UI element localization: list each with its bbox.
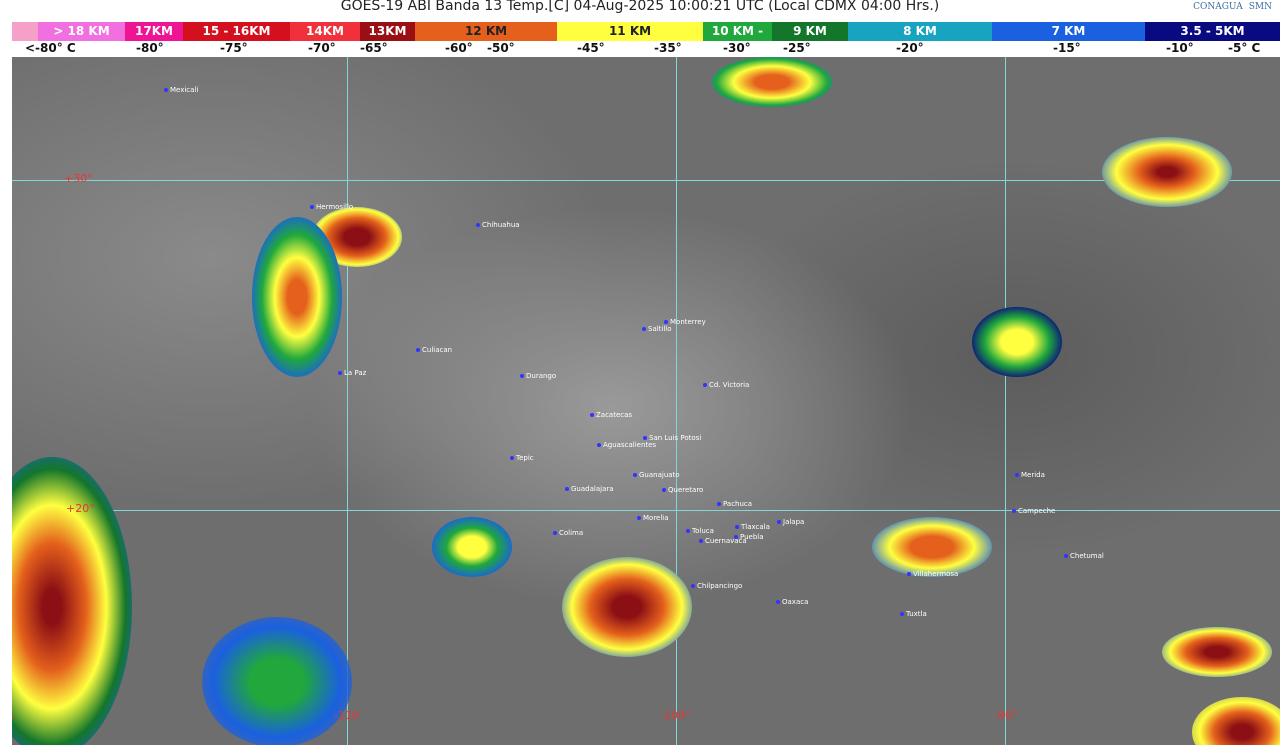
legend-band: 10 KM -	[703, 22, 772, 41]
storm-cell	[872, 517, 992, 577]
city-label: Oaxaca	[776, 598, 808, 606]
city-label: Guanajuato	[633, 471, 680, 479]
storm-cell	[202, 617, 352, 745]
lon-label: -100°	[660, 709, 691, 722]
legend-temp: -25°	[783, 41, 811, 55]
city-label: San Luis Potosi	[643, 434, 701, 442]
legend-temp: -20°	[896, 41, 924, 55]
city-label: Monterrey	[664, 318, 706, 326]
legend-band: 11 KM	[557, 22, 703, 41]
city-label: Tlaxcala	[735, 523, 770, 531]
city-label: Jalapa	[777, 518, 804, 526]
storm-cell	[712, 57, 832, 107]
smn-logo: SMN	[1248, 2, 1272, 12]
legend-temp: -60°	[445, 41, 473, 55]
city-label: Colima	[553, 529, 583, 537]
longitude-line	[347, 57, 348, 745]
latitude-line	[12, 180, 1280, 181]
storm-cell	[972, 307, 1062, 377]
legend-band: 8 KM	[848, 22, 992, 41]
legend-band	[12, 22, 38, 41]
city-label: Merida	[1015, 471, 1045, 479]
city-label: Cuernavaca	[699, 537, 747, 545]
legend-temp: -70°	[308, 41, 336, 55]
legend-band: 3.5 - 5KM	[1145, 22, 1280, 41]
city-label: Tepic	[510, 454, 534, 462]
city-label: Morelia	[637, 514, 669, 522]
legend-band: 12 KM	[415, 22, 557, 41]
city-label: La Paz	[338, 369, 366, 377]
storm-cell	[1192, 697, 1280, 745]
legend-temp: <-80° C	[25, 41, 76, 55]
latitude-line	[12, 510, 1280, 511]
longitude-line	[1005, 57, 1006, 745]
city-label: Tuxtla	[900, 610, 927, 618]
storm-cell	[562, 557, 692, 657]
storm-cell	[252, 217, 342, 377]
longitude-line	[676, 57, 677, 745]
city-label: Queretaro	[662, 486, 703, 494]
city-label: Toluca	[686, 527, 714, 535]
city-label: Chetumal	[1064, 552, 1104, 560]
legend-temp: -50°	[487, 41, 515, 55]
legend-band: 17KM	[125, 22, 183, 41]
city-label: Mexicali	[164, 86, 198, 94]
legend-band: 7 KM	[992, 22, 1145, 41]
legend-band: 15 - 16KM	[183, 22, 290, 41]
legend-temp: -5° C	[1228, 41, 1261, 55]
legend-temp: -80°	[136, 41, 164, 55]
city-label: Campeche	[1012, 507, 1055, 515]
city-label: Culiacan	[416, 346, 452, 354]
storm-cell	[432, 517, 512, 577]
city-label: Guadalajara	[565, 485, 614, 493]
city-label: Saltillo	[642, 325, 672, 333]
legend-band: > 18 KM	[38, 22, 125, 41]
legend-temp: -75°	[220, 41, 248, 55]
conagua-logo: CONAGUA	[1193, 2, 1243, 12]
city-label: Chihuahua	[476, 221, 520, 229]
city-label: Pachuca	[717, 500, 752, 508]
city-label: Aguascalientes	[597, 441, 656, 449]
lon-label: -1	[12, 709, 15, 722]
legend-temp: -10°	[1166, 41, 1194, 55]
city-label: Durango	[520, 372, 556, 380]
legend-temp: -65°	[360, 41, 388, 55]
city-label: Cd. Victoria	[703, 381, 749, 389]
city-label: Villahermosa	[907, 570, 958, 578]
legend-band: 9 KM	[772, 22, 848, 41]
satellite-map: +30° +20° -1 -110 -100° -90° Mexicali He…	[12, 57, 1280, 745]
city-label: Zacatecas	[590, 411, 632, 419]
lon-label: -110	[334, 709, 359, 722]
lon-label: -90°	[994, 709, 1018, 722]
legend-band: 13KM	[360, 22, 415, 41]
city-label: Hermosillo	[310, 203, 353, 211]
agency-logos: CONAGUA SMN	[1187, 2, 1272, 12]
legend-band: 14KM	[290, 22, 360, 41]
storm-cell	[1102, 137, 1232, 207]
legend-temp: -35°	[654, 41, 682, 55]
lat-label: +30°	[64, 172, 93, 185]
city-label: Chilpancingo	[691, 582, 742, 590]
city-label: Puebla	[734, 533, 764, 541]
image-title: GOES-19 ABI Banda 13 Temp.[C] 04-Aug-202…	[340, 0, 940, 14]
legend-temp: -15°	[1053, 41, 1081, 55]
legend-temp: -45°	[577, 41, 605, 55]
storm-cell	[1162, 627, 1272, 677]
lat-label: +20°	[66, 502, 95, 515]
legend-temp: -30°	[723, 41, 751, 55]
storm-cell	[12, 457, 132, 745]
